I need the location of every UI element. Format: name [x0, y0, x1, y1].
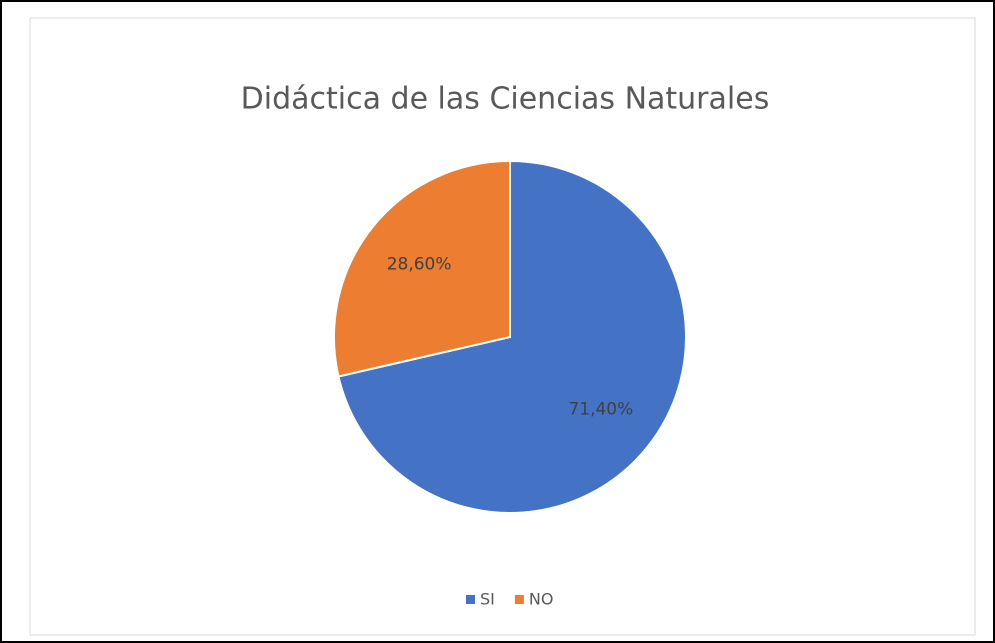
- legend-swatch: [514, 595, 524, 604]
- pie-slice: [337, 159, 687, 514]
- data-label: 71,40%: [568, 399, 633, 419]
- legend-swatch: [466, 595, 475, 604]
- data-label: 28,60%: [387, 255, 452, 275]
- pie-slice: [333, 159, 511, 378]
- legend-label: NO: [529, 590, 554, 609]
- legend-label: SI: [480, 590, 495, 609]
- chart-title: Didáctica de las Ciencias Naturales: [241, 82, 770, 117]
